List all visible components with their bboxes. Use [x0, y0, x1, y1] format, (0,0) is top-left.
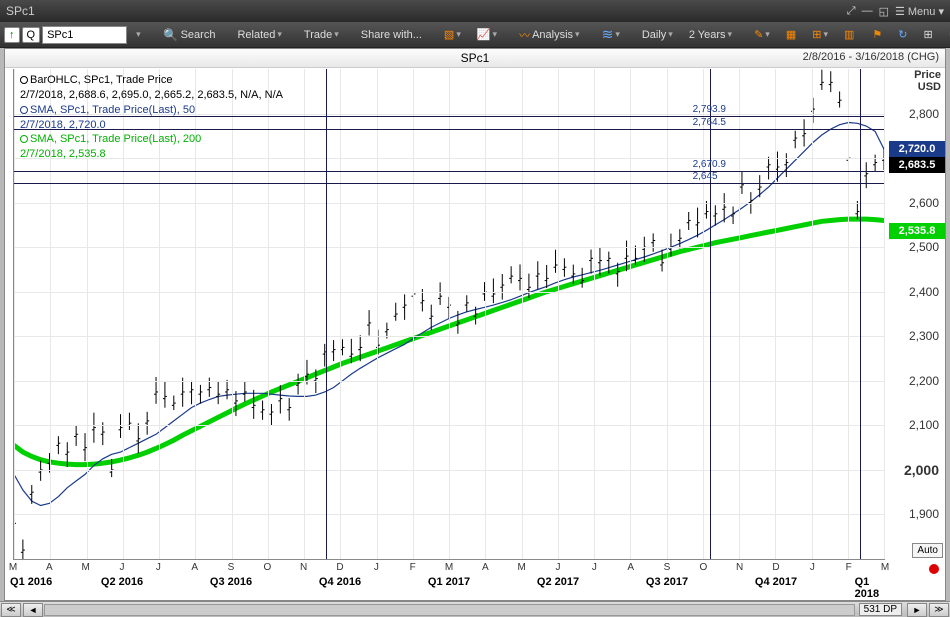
y-axis-title: PriceUSD: [914, 69, 941, 93]
related-button[interactable]: Related▾: [230, 26, 288, 44]
grid-icon[interactable]: ⊞: [916, 25, 939, 44]
settings-icon[interactable]: ⚙: [942, 25, 950, 44]
period-select[interactable]: Daily▾: [635, 26, 680, 44]
tool-icon-4[interactable]: ▥: [837, 25, 861, 44]
chart-container: SPc1 2/8/2016 - 3/16/2018 (CHG) BarOHLC,…: [4, 48, 946, 601]
title-bar: SPc1 ⤢ — ◱ ☰ Menu ▾: [0, 0, 950, 22]
tool-icon-2[interactable]: ▦: [779, 25, 803, 44]
scroll-last-button[interactable]: ≫: [929, 603, 949, 617]
y-axis: PriceUSD Auto 1,9002,0002,1002,2002,3002…: [885, 69, 945, 560]
plot-area[interactable]: BarOHLC, SPc1, Trade Price 2/7/2018, 2,6…: [13, 69, 885, 560]
chart-title: SPc1: [461, 51, 490, 65]
scroll-next-button[interactable]: ►: [907, 603, 927, 617]
symbol-input[interactable]: [42, 26, 127, 44]
share-button[interactable]: Share with...: [354, 26, 429, 44]
tool-icon-3[interactable]: ⊞▾: [805, 25, 835, 44]
x-axis: MAMJJASONDJFMAMJJASONDJFMQ1 2016Q2 2016Q…: [13, 560, 885, 600]
range-select[interactable]: 2 Years▾: [682, 26, 739, 44]
search-icon: 🔍: [163, 27, 179, 43]
auto-button[interactable]: Auto: [912, 543, 943, 558]
scroll-prev-button[interactable]: ◄: [23, 603, 43, 617]
tool-icon-1[interactable]: ✎▾: [747, 25, 777, 44]
chart-header: SPc1 2/8/2016 - 3/16/2018 (CHG): [5, 49, 945, 68]
refresh-icon[interactable]: ↻: [891, 25, 914, 44]
direction-toggle[interactable]: ↑: [4, 27, 20, 43]
chart-type-icon[interactable]: ▧▾: [437, 25, 468, 44]
analysis-button[interactable]: 〰Analysis▾: [512, 24, 587, 46]
trade-button[interactable]: Trade▾: [297, 26, 346, 44]
window-title: SPc1: [6, 4, 35, 18]
live-indicator-icon: [929, 564, 939, 574]
scroll-first-button[interactable]: ≪: [1, 603, 21, 617]
dropdown-icon[interactable]: ▾: [129, 26, 148, 43]
horizontal-scrollbar[interactable]: ≪ ◄ 531 DP ► ≫: [0, 601, 950, 617]
menu-icon[interactable]: ☰ Menu ▾: [895, 5, 944, 18]
popout-icon[interactable]: ◱: [879, 5, 889, 18]
datapoints-badge: 531 DP: [859, 603, 902, 616]
minimize-icon[interactable]: —: [862, 5, 873, 17]
date-range: 2/8/2016 - 3/16/2018 (CHG): [803, 51, 939, 63]
toolbar: ↑ Q ▾ 🔍Search Related▾ Trade▾ Share with…: [0, 22, 950, 48]
expand-icon[interactable]: ⤢: [847, 5, 856, 18]
flag-icon[interactable]: ⚑: [865, 25, 889, 44]
mode-toggle[interactable]: Q: [22, 27, 41, 43]
line-type-icon[interactable]: 📈▾: [470, 25, 504, 44]
legend: BarOHLC, SPc1, Trade Price 2/7/2018, 2,6…: [20, 73, 283, 162]
search-button[interactable]: 🔍Search: [156, 24, 223, 46]
scroll-track[interactable]: [44, 604, 855, 616]
wave-icon[interactable]: ≋▾: [595, 23, 627, 46]
